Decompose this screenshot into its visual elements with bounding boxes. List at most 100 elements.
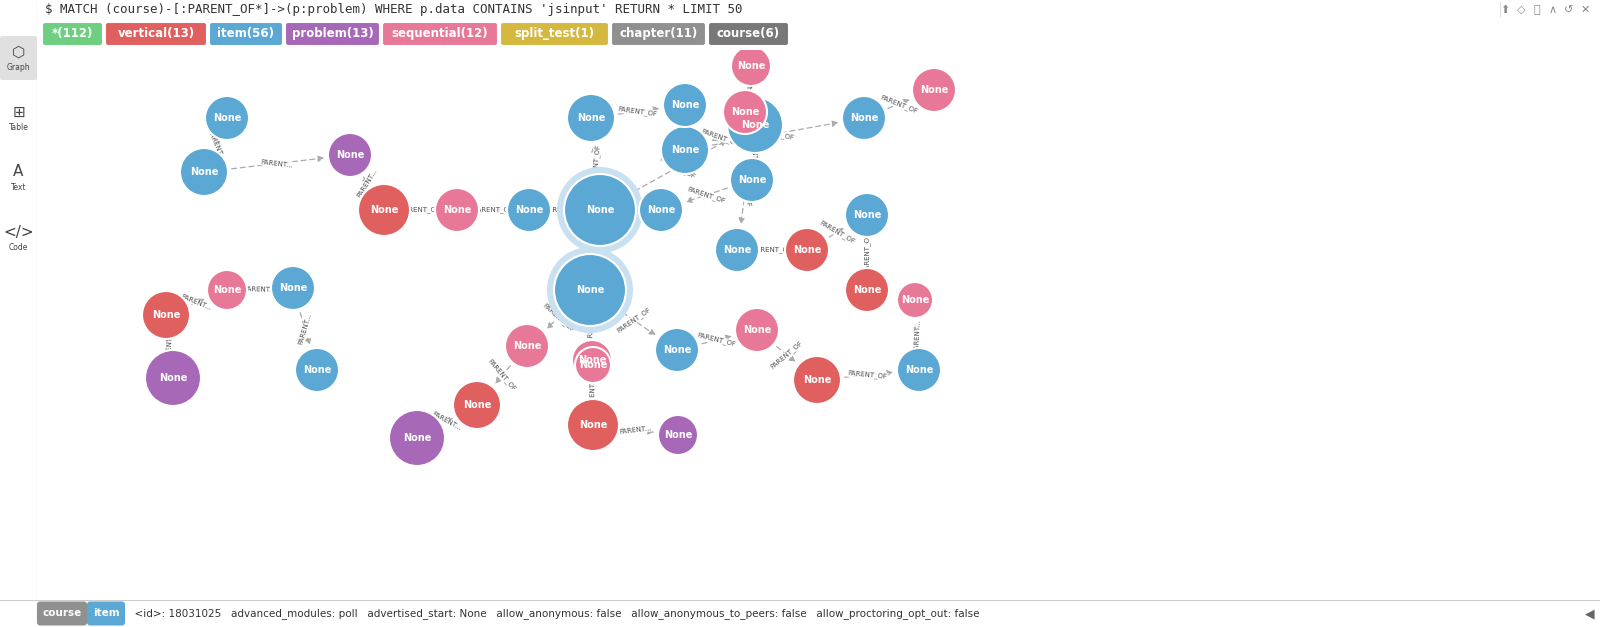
Text: None: None: [738, 175, 766, 185]
Text: None: None: [336, 150, 365, 160]
Text: None: None: [514, 341, 541, 351]
Text: PARENT_OF: PARENT_OF: [754, 127, 795, 141]
Text: A: A: [13, 164, 24, 179]
Circle shape: [730, 158, 774, 202]
Circle shape: [731, 46, 771, 86]
Text: None: None: [738, 61, 765, 71]
Text: PARENT...: PARENT...: [430, 411, 462, 432]
Circle shape: [294, 348, 339, 392]
Text: None: None: [462, 400, 491, 410]
Text: None: None: [278, 283, 307, 293]
Text: PARENT_OF: PARENT_OF: [614, 306, 651, 334]
Text: PARENT_OF: PARENT_OF: [749, 132, 758, 172]
Text: PARENT_OF: PARENT_OF: [734, 101, 765, 136]
Text: None: None: [742, 325, 771, 335]
Text: None: None: [670, 100, 699, 110]
Text: None: None: [152, 310, 181, 320]
Text: PARENT...: PARENT...: [165, 330, 174, 363]
FancyBboxPatch shape: [499, 22, 610, 46]
Circle shape: [389, 410, 445, 466]
Text: PARENT_OF: PARENT_OF: [658, 155, 696, 180]
Text: course: course: [42, 608, 82, 618]
Circle shape: [898, 348, 941, 392]
FancyBboxPatch shape: [106, 22, 206, 46]
Text: PARENT_OF: PARENT_OF: [686, 186, 726, 204]
Text: None: None: [515, 205, 542, 215]
Text: None: None: [158, 373, 187, 383]
Text: PARENT_OF: PARENT_OF: [770, 340, 805, 371]
Text: PREC...: PREC...: [590, 238, 600, 263]
Text: PARENT_OF: PARENT_OF: [618, 105, 658, 118]
Text: ↺: ↺: [1565, 5, 1574, 15]
Text: PARENT_OF: PARENT_OF: [486, 358, 517, 393]
Text: PARENT...: PARENT...: [206, 129, 224, 161]
Text: Graph: Graph: [6, 63, 30, 73]
Circle shape: [328, 133, 373, 177]
Text: chapter(11): chapter(11): [619, 28, 698, 41]
Text: Text: Text: [11, 184, 26, 192]
Text: PARENT_OF: PARENT_OF: [544, 207, 584, 213]
Circle shape: [715, 228, 758, 272]
Circle shape: [734, 308, 779, 352]
FancyBboxPatch shape: [707, 22, 789, 46]
Circle shape: [453, 381, 501, 429]
Text: sequential(12): sequential(12): [392, 28, 488, 41]
Text: None: None: [586, 205, 614, 215]
Text: ∧: ∧: [1549, 5, 1557, 15]
Text: PARENT...: PARENT...: [261, 159, 294, 169]
Circle shape: [662, 83, 707, 127]
Text: None: None: [213, 285, 242, 295]
Text: vertical(13): vertical(13): [117, 28, 195, 41]
Circle shape: [845, 268, 890, 312]
Text: PARENT_OF: PARENT_OF: [701, 128, 739, 147]
Text: PARENT...: PARENT...: [914, 319, 922, 352]
Text: None: None: [578, 355, 606, 365]
Text: course(6): course(6): [717, 28, 781, 41]
Text: Code: Code: [10, 243, 29, 253]
Circle shape: [654, 328, 699, 372]
Circle shape: [205, 96, 250, 140]
Text: PARENT...: PARENT...: [298, 312, 312, 345]
Text: ◀: ◀: [1586, 607, 1595, 620]
Text: None: None: [731, 107, 758, 117]
FancyBboxPatch shape: [285, 22, 381, 46]
FancyBboxPatch shape: [382, 22, 498, 46]
Text: None: None: [794, 245, 821, 255]
Text: PARENT_OF: PARENT_OF: [611, 207, 651, 213]
Text: None: None: [670, 145, 699, 155]
Text: item: item: [93, 608, 120, 618]
Circle shape: [786, 228, 829, 272]
FancyBboxPatch shape: [42, 22, 102, 46]
Circle shape: [506, 324, 549, 368]
Text: item(56): item(56): [218, 28, 275, 41]
Text: PARENT_OF: PARENT_OF: [864, 233, 870, 273]
Text: PARENT_OF: PARENT_OF: [752, 246, 792, 253]
Text: None: None: [920, 85, 949, 95]
Text: ⬡: ⬡: [11, 45, 26, 60]
Text: None: None: [579, 420, 606, 430]
Text: ⬆: ⬆: [1501, 5, 1510, 15]
Text: None: None: [576, 285, 605, 295]
Text: None: None: [906, 365, 933, 375]
Text: *(112): *(112): [51, 28, 93, 41]
Circle shape: [845, 193, 890, 237]
Text: PARENT_OF: PARENT_OF: [880, 93, 918, 115]
Text: None: None: [741, 120, 770, 130]
Circle shape: [146, 350, 202, 406]
Text: None: None: [803, 375, 830, 385]
FancyBboxPatch shape: [611, 22, 706, 46]
Circle shape: [435, 188, 478, 232]
Circle shape: [554, 254, 626, 326]
Text: ◇: ◇: [1517, 5, 1525, 15]
Circle shape: [658, 415, 698, 455]
Text: None: None: [850, 113, 878, 123]
Text: PARENT_OF: PARENT_OF: [818, 219, 856, 245]
Text: PARENT_OF: PARENT_OF: [541, 302, 576, 334]
Circle shape: [842, 96, 886, 140]
Text: PARENT...: PARENT...: [355, 167, 378, 198]
Text: PARENT_OF: PARENT_OF: [739, 167, 752, 208]
Circle shape: [547, 247, 634, 333]
Circle shape: [726, 97, 782, 153]
Text: $ MATCH (course)-[:PARENT_OF*]->(p:problem) WHERE p.data CONTAINS 'jsinput' RETU: $ MATCH (course)-[:PARENT_OF*]->(p:probl…: [45, 3, 742, 16]
Text: PARENT...: PARENT...: [589, 376, 595, 409]
